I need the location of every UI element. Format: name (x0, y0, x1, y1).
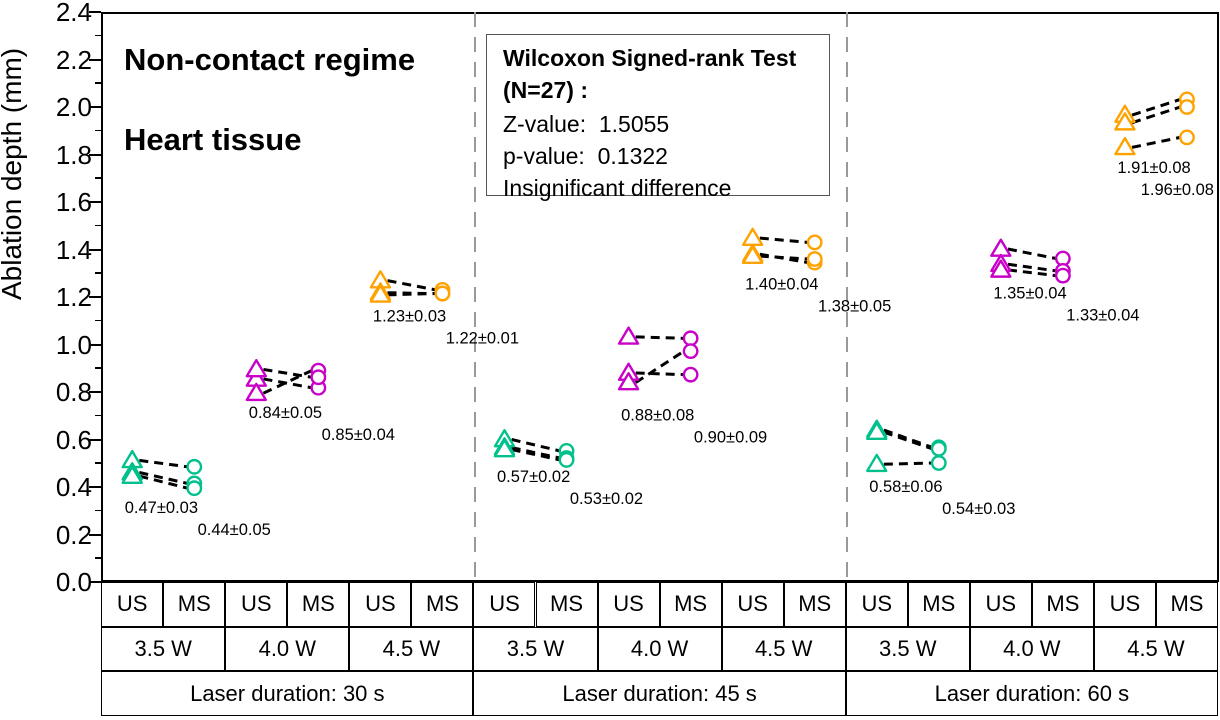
svg-text:0.58±0.06: 0.58±0.06 (869, 478, 942, 496)
svg-text:0.90±0.09: 0.90±0.09 (694, 429, 767, 447)
svg-text:0.84±0.05: 0.84±0.05 (249, 404, 322, 422)
svg-text:0.54±0.03: 0.54±0.03 (942, 500, 1015, 518)
svg-text:1.22±0.01: 1.22±0.01 (446, 329, 519, 347)
svg-text:1.23±0.03: 1.23±0.03 (373, 307, 446, 325)
svg-text:1.33±0.04: 1.33±0.04 (1066, 306, 1139, 324)
svg-text:1.38±0.05: 1.38±0.05 (818, 298, 891, 316)
svg-text:1.96±0.08: 1.96±0.08 (1141, 181, 1214, 199)
svg-text:0.57±0.02: 0.57±0.02 (497, 468, 570, 486)
svg-text:0.47±0.03: 0.47±0.03 (125, 499, 198, 517)
svg-text:0.88±0.08: 0.88±0.08 (621, 407, 694, 425)
svg-text:1.40±0.04: 1.40±0.04 (745, 276, 818, 294)
svg-text:0.44±0.05: 0.44±0.05 (198, 521, 271, 539)
svg-text:0.85±0.04: 0.85±0.04 (322, 426, 395, 444)
svg-text:0.53±0.02: 0.53±0.02 (570, 490, 643, 508)
svg-text:1.91±0.08: 1.91±0.08 (1117, 159, 1190, 177)
svg-text:1.35±0.04: 1.35±0.04 (993, 284, 1066, 302)
